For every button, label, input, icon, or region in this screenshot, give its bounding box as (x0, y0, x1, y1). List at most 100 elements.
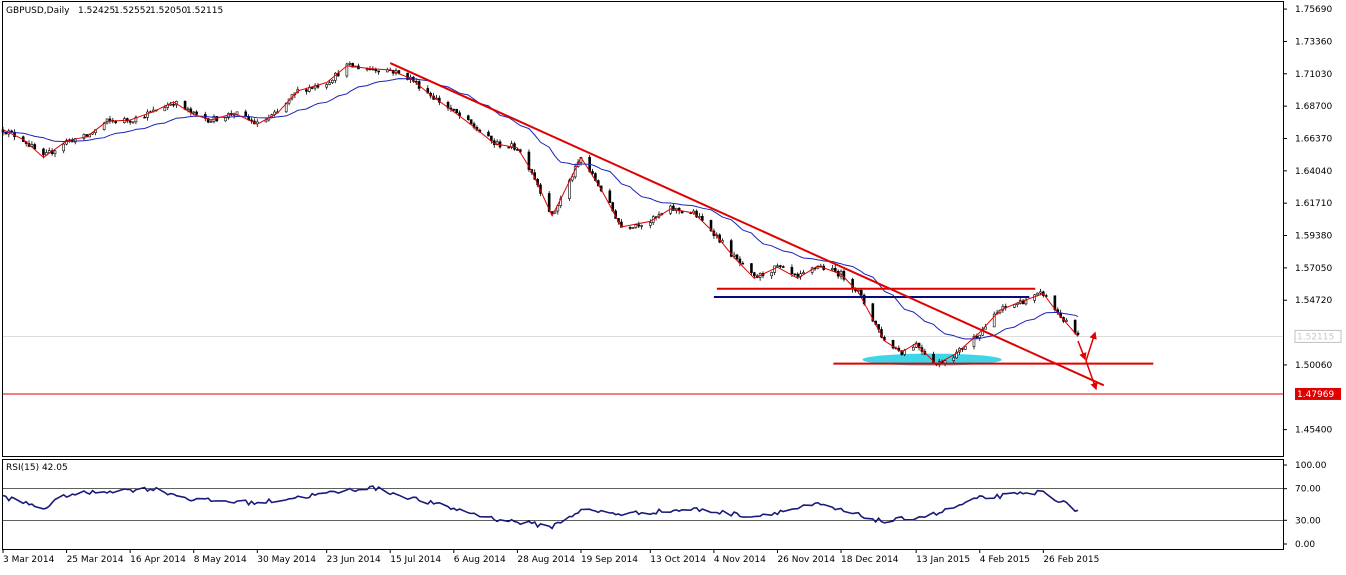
arrow-rebound-up (1085, 331, 1097, 362)
x-tick-label: 23 Jun 2014 (327, 555, 381, 565)
support-price-box (1295, 387, 1341, 400)
y-tick-label: 1.71030 (1295, 70, 1332, 80)
x-tick-label: 18 Dec 2014 (841, 555, 899, 565)
candle-body (455, 109, 458, 114)
y-tick-label: 1.66370 (1295, 134, 1332, 144)
candle-body (469, 119, 473, 125)
candle-body (1073, 319, 1077, 334)
x-tick-label: 8 May 2014 (194, 555, 247, 565)
candle-body (640, 225, 643, 227)
candle-body (568, 179, 571, 199)
x-tick-label: 30 May 2014 (257, 555, 316, 565)
candle-body (591, 171, 594, 174)
candle-body (790, 267, 794, 275)
arrow-down-to-trendline (1077, 340, 1087, 361)
rsi-label: RSI(15) 42.05 (6, 463, 68, 473)
candle-body (131, 121, 135, 124)
candle-body (466, 115, 470, 120)
price-y-axis: 1.75690 1.73360 1.71030 1.68700 1.66370 1.640… (1283, 5, 1342, 436)
indicator-lines (2, 65, 1079, 366)
candle-body (628, 227, 632, 229)
candle-body (244, 111, 248, 117)
candle-body (134, 116, 138, 123)
candle-body (608, 190, 612, 203)
candle-body (550, 211, 554, 214)
y-tick-label: 1.64040 (1295, 167, 1332, 177)
candle-body (963, 346, 967, 350)
candle-body (1076, 332, 1080, 336)
candle-body (172, 104, 175, 106)
candle-body (695, 210, 698, 218)
candle-body (328, 82, 331, 85)
candle-body (831, 268, 834, 270)
candle-body (377, 70, 380, 73)
candle-body (871, 303, 875, 322)
x-tick-label: 16 Apr 2014 (130, 555, 186, 565)
candle-body (305, 89, 308, 92)
candle-body (42, 148, 45, 156)
zigzag-line (2, 65, 1079, 366)
chart-header-close: 1.52115 (186, 6, 223, 16)
candle-body (507, 146, 511, 149)
candle-body (672, 205, 675, 211)
candle-body (900, 350, 904, 355)
candle-body (952, 357, 956, 362)
candle-body (972, 336, 976, 347)
candle-body (735, 254, 739, 260)
candle-body (547, 193, 551, 212)
y-tick-label: 1.73360 (1295, 37, 1332, 47)
candle-body (753, 272, 756, 277)
candle-body (1039, 291, 1042, 294)
candle-body (750, 263, 753, 273)
chart-header-symbol: GBPUSD,Daily (6, 6, 70, 16)
candle-body (978, 334, 982, 338)
candle-body (397, 70, 401, 74)
candle-body (513, 143, 516, 150)
candle-body (47, 150, 51, 153)
candle-body (331, 79, 334, 83)
candle-body (776, 265, 779, 267)
candle-body (975, 336, 979, 338)
candle-body (816, 266, 820, 269)
rsi-line (2, 485, 1079, 530)
candle-body (1024, 299, 1028, 305)
candle-body (701, 216, 704, 221)
candle-body (62, 143, 65, 152)
y-tick-label: 1.59380 (1295, 232, 1332, 242)
downtrend-line (389, 62, 1105, 387)
candle-body (186, 108, 190, 111)
candle-body (82, 134, 86, 139)
candle-body (770, 272, 773, 277)
candle-body (310, 87, 314, 89)
candle-body (833, 268, 837, 272)
candle-body (709, 220, 713, 232)
candle-body (779, 265, 782, 267)
candle-body (911, 347, 915, 351)
candle-body (796, 273, 799, 277)
candle-body (146, 111, 149, 118)
candle-body (348, 63, 352, 65)
current-price-box (1294, 329, 1342, 343)
x-tick-label: 13 Oct 2014 (650, 555, 706, 565)
x-tick-label: 15 Jul 2014 (390, 555, 441, 565)
candle-body (452, 108, 456, 111)
x-tick-label: 26 Nov 2014 (777, 555, 835, 565)
candle-body (510, 143, 513, 148)
candle-body (53, 150, 57, 155)
candle-body (374, 69, 378, 72)
candle-body (802, 272, 805, 274)
candle-body (1036, 292, 1039, 296)
candle-body (859, 289, 863, 296)
y-tick-label: 1.68700 (1295, 102, 1332, 112)
candle-body (984, 326, 987, 330)
y-tick-label: 1.57050 (1295, 264, 1332, 274)
candle-body (1033, 294, 1036, 301)
candle-body (842, 270, 846, 280)
candle-body (649, 222, 652, 226)
chart-header-low: 1.52050 (150, 6, 187, 16)
drawn-annotations (3, 62, 1283, 395)
x-tick-label: 4 Feb 2015 (980, 555, 1030, 565)
y-tick-label: 1.54720 (1295, 296, 1332, 306)
